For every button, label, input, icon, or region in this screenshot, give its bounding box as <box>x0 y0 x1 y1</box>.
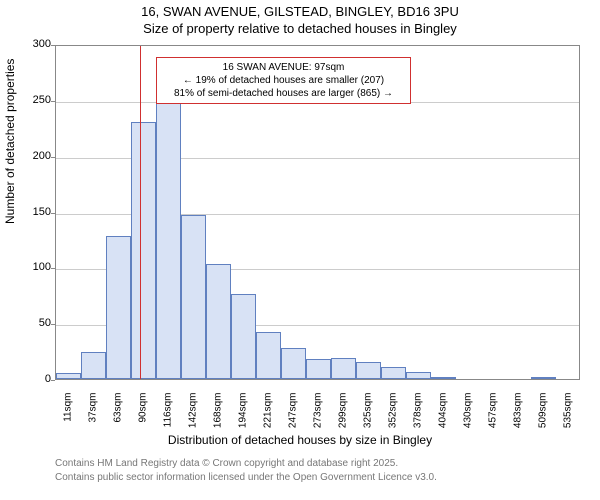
histogram-bar <box>381 367 406 379</box>
x-tick-label: 142sqm <box>187 393 198 443</box>
x-tick-label: 352sqm <box>387 393 398 443</box>
x-tick-label: 404sqm <box>437 393 448 443</box>
y-tick-mark <box>51 157 55 158</box>
y-tick-mark <box>51 101 55 102</box>
histogram-bar <box>256 332 281 379</box>
histogram-bar <box>406 372 431 379</box>
histogram-bar <box>531 377 556 379</box>
annotation-line: ← 19% of detached houses are smaller (20… <box>163 74 404 87</box>
histogram-bar <box>181 215 206 379</box>
histogram-bar <box>81 352 106 379</box>
x-tick-label: 221sqm <box>262 393 273 443</box>
x-tick-label: 37sqm <box>87 393 98 443</box>
x-tick-label: 63sqm <box>112 393 123 443</box>
histogram-bar <box>281 348 306 379</box>
histogram-bar <box>56 373 81 379</box>
annotation-line: 16 SWAN AVENUE: 97sqm <box>163 61 404 74</box>
x-tick-label: 168sqm <box>212 393 223 443</box>
y-tick-mark <box>51 268 55 269</box>
x-tick-label: 325sqm <box>362 393 373 443</box>
y-tick-label: 50 <box>25 317 51 329</box>
plot-area: 16 SWAN AVENUE: 97sqm← 19% of detached h… <box>55 45 580 380</box>
histogram-bar <box>331 358 356 379</box>
reference-line <box>140 46 141 379</box>
x-tick-label: 378sqm <box>412 393 423 443</box>
x-tick-label: 116sqm <box>162 393 173 443</box>
histogram-bar <box>106 236 131 379</box>
y-tick-label: 250 <box>25 94 51 106</box>
chart-title-1: 16, SWAN AVENUE, GILSTEAD, BINGLEY, BD16… <box>0 4 600 19</box>
histogram-bar <box>156 101 181 379</box>
y-tick-mark <box>51 380 55 381</box>
y-axis-label-text: Number of detached properties <box>3 59 17 224</box>
y-tick-label: 300 <box>25 38 51 50</box>
x-tick-label: 90sqm <box>137 393 148 443</box>
y-tick-label: 0 <box>25 373 51 385</box>
x-tick-label: 430sqm <box>462 393 473 443</box>
footer-line-2: Contains public sector information licen… <box>55 472 437 483</box>
y-tick-mark <box>51 324 55 325</box>
histogram-bar <box>231 294 256 379</box>
x-tick-label: 11sqm <box>62 393 73 443</box>
histogram-bar <box>206 264 231 379</box>
y-tick-mark <box>51 213 55 214</box>
histogram-bar <box>431 377 456 379</box>
x-tick-label: 247sqm <box>287 393 298 443</box>
x-tick-label: 457sqm <box>487 393 498 443</box>
histogram-bar <box>131 122 156 379</box>
chart-title-2: Size of property relative to detached ho… <box>0 21 600 36</box>
y-axis-label: Number of detached properties <box>3 214 17 224</box>
x-tick-label: 299sqm <box>337 393 348 443</box>
x-tick-label: 483sqm <box>512 393 523 443</box>
x-tick-label: 194sqm <box>237 393 248 443</box>
annotation-line: 81% of semi-detached houses are larger (… <box>163 87 404 100</box>
y-tick-label: 150 <box>25 206 51 218</box>
x-tick-label: 509sqm <box>537 393 548 443</box>
y-tick-label: 200 <box>25 150 51 162</box>
y-tick-mark <box>51 45 55 46</box>
y-tick-label: 100 <box>25 261 51 273</box>
histogram-bar <box>356 362 381 379</box>
footer-line-1: Contains HM Land Registry data © Crown c… <box>55 458 398 469</box>
x-tick-label: 535sqm <box>562 393 573 443</box>
x-tick-label: 273sqm <box>312 393 323 443</box>
annotation-box: 16 SWAN AVENUE: 97sqm← 19% of detached h… <box>156 57 411 104</box>
histogram-bar <box>306 359 331 379</box>
